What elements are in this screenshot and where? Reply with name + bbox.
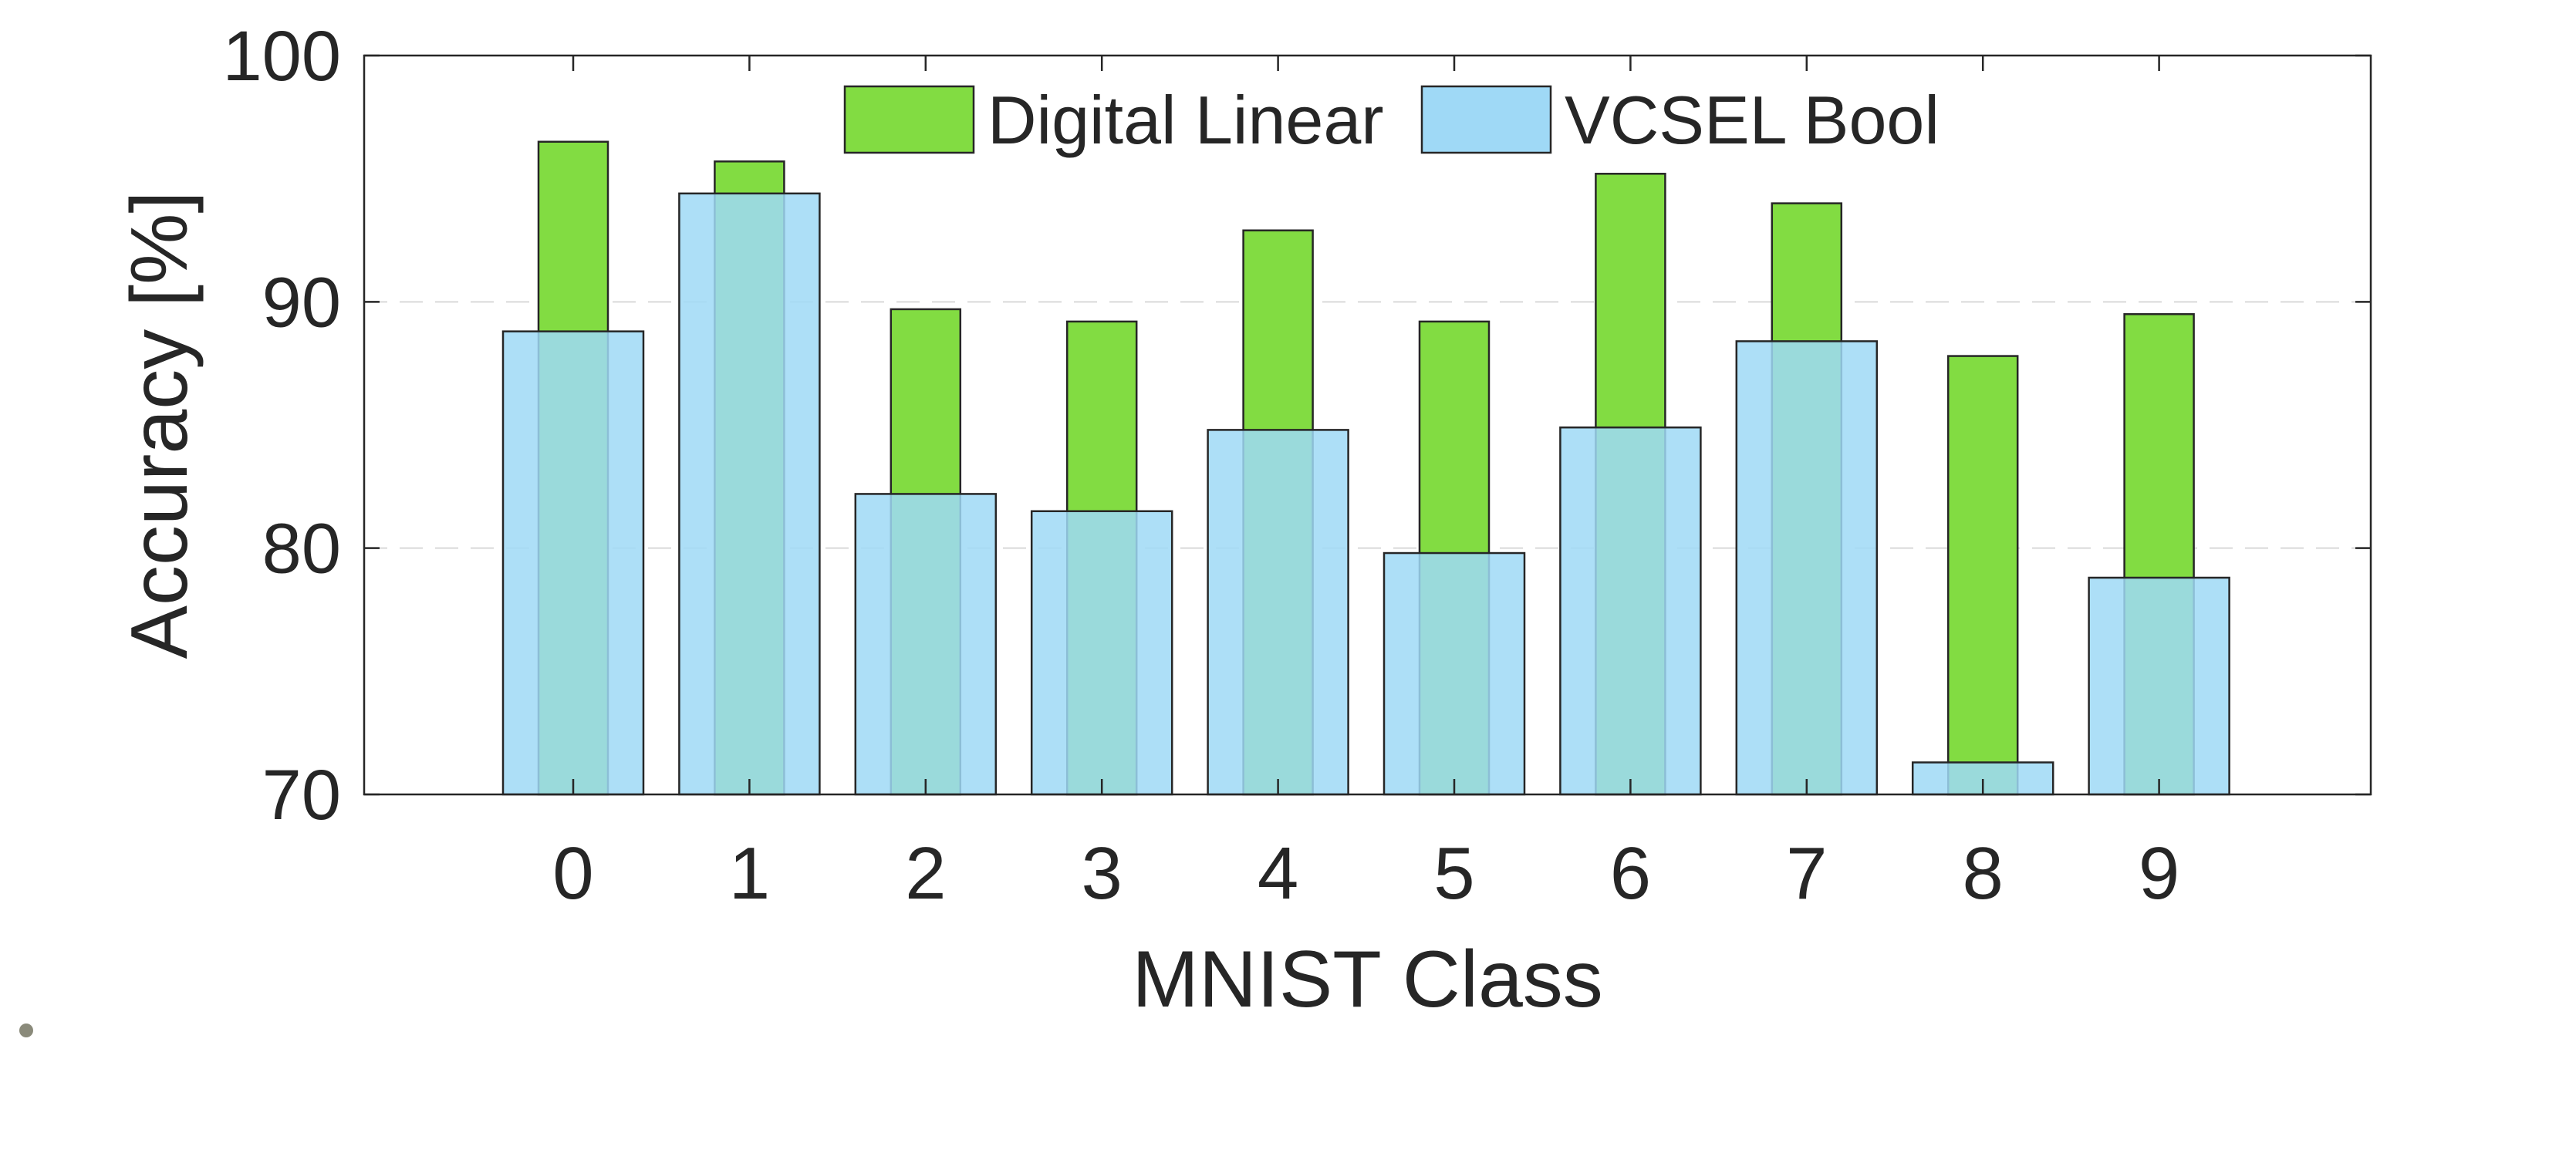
bar-vcsel-bool-0[interactable]	[501, 330, 645, 796]
legend-label-digital-linear: Digital Linear	[988, 82, 1384, 158]
y-axis-label: Accuracy [%]	[115, 191, 204, 659]
bar-vcsel-bool-4[interactable]	[1207, 429, 1349, 796]
bar-vcsel-bool-1[interactable]	[678, 192, 821, 796]
x-tick-labels: 0 1 2 3 4 5 6 7 8 9	[552, 832, 2179, 915]
x-tick-label-3: 3	[1082, 832, 1123, 915]
y-tick-label-90: 90	[262, 263, 341, 342]
x-tick-label-7: 7	[1786, 832, 1827, 915]
axis-ticks	[364, 54, 2371, 796]
y-tick-labels: 70 80 90 100	[223, 17, 342, 835]
x-tick-label-2: 2	[905, 832, 946, 915]
legend-label-vcsel-bool: VCSEL Bool	[1565, 82, 1940, 158]
x-tick-label-8: 8	[1963, 832, 2004, 915]
y-tick-label-70: 70	[262, 756, 341, 835]
bar-vcsel-bool-6[interactable]	[1559, 426, 1702, 796]
legend-swatch-vcsel-bool	[1420, 85, 1552, 154]
x-axis-label: MNIST Class	[1132, 935, 1603, 1024]
x-tick-label-5: 5	[1433, 832, 1474, 915]
bar-digital-linear-8[interactable]	[1946, 355, 2019, 796]
bar-vcsel-bool-7[interactable]	[1735, 340, 1879, 796]
bar-vcsel-bool-9[interactable]	[2088, 576, 2230, 796]
stray-dot	[19, 1024, 33, 1037]
legend-swatch-digital-linear	[843, 85, 975, 154]
x-tick-label-6: 6	[1610, 832, 1651, 915]
plot-frame	[363, 54, 2372, 796]
bar-vcsel-bool-3[interactable]	[1030, 510, 1173, 796]
bars	[501, 140, 2230, 796]
x-tick-label-9: 9	[2139, 832, 2179, 915]
y-tick-label-80: 80	[262, 510, 341, 588]
x-tick-label-0: 0	[552, 832, 593, 915]
x-tick-label-4: 4	[1258, 832, 1298, 915]
bar-vcsel-bool-5[interactable]	[1383, 551, 1526, 796]
legend[interactable]: Digital Linear VCSEL Bool	[843, 82, 1940, 158]
y-tick-label-100: 100	[223, 17, 342, 96]
bar-vcsel-bool-2[interactable]	[854, 493, 998, 796]
x-tick-label-1: 1	[729, 832, 770, 915]
